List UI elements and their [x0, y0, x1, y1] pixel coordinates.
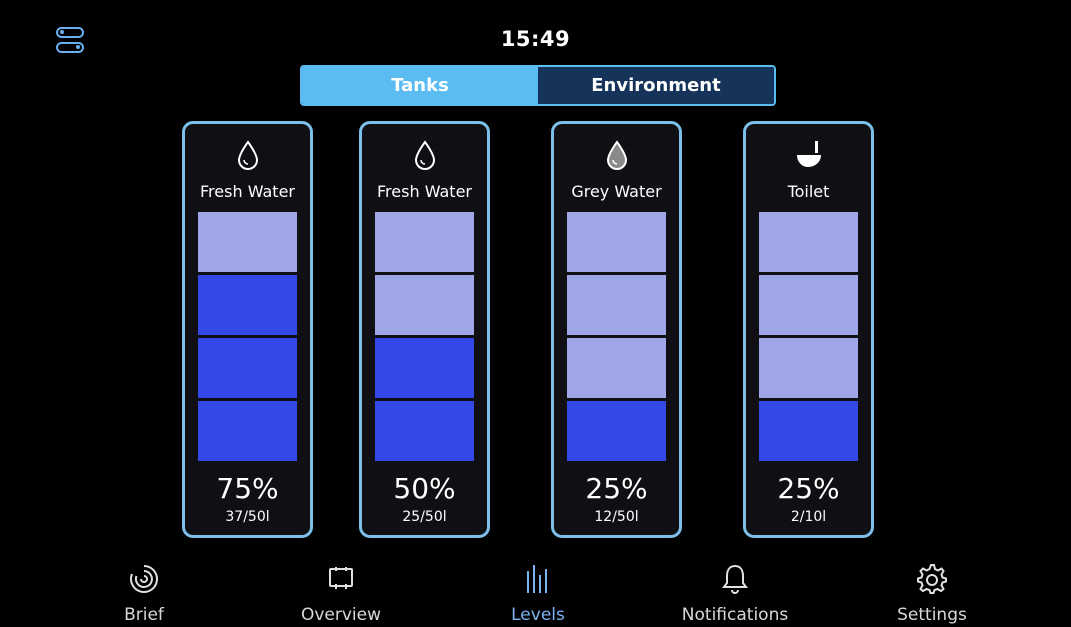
tab-environment[interactable]: Environment — [538, 67, 774, 104]
level-cell-full — [198, 401, 297, 461]
nav-label: Levels — [511, 605, 565, 625]
nav-item-overview[interactable]: Overview — [271, 560, 411, 625]
level-cell-empty — [567, 212, 666, 272]
tank-label: Fresh Water — [200, 182, 295, 201]
tank-percent: 75% — [216, 472, 279, 505]
tank-label: Grey Water — [571, 182, 662, 201]
tab-switcher: Tanks Environment — [300, 65, 776, 106]
tank-amount: 37/50l — [225, 509, 270, 525]
levels-bars-icon — [468, 560, 608, 598]
bottom-nav: Brief Overview Levels — [0, 560, 1071, 627]
nav-item-notifications[interactable]: Notifications — [665, 560, 805, 625]
level-cell-empty — [759, 275, 858, 335]
level-cell-full — [198, 275, 297, 335]
tank-label: Fresh Water — [377, 182, 472, 201]
tank-label: Toilet — [787, 182, 830, 201]
bell-icon — [665, 560, 805, 598]
nav-label: Brief — [124, 605, 164, 625]
water-drop-icon — [362, 140, 487, 170]
nav-item-settings[interactable]: Settings — [862, 560, 1002, 625]
level-cell-empty — [375, 212, 474, 272]
tank-amount: 12/50l — [594, 509, 639, 525]
tank-percent: 50% — [393, 472, 456, 505]
tank-card-fresh-water-2[interactable]: Fresh Water 50% 25/50l — [359, 121, 490, 538]
tab-tanks[interactable]: Tanks — [302, 67, 538, 104]
gear-icon — [862, 560, 1002, 598]
tank-card-grey-water[interactable]: Grey Water 25% 12/50l — [551, 121, 682, 538]
tank-card-toilet[interactable]: Toilet 25% 2/10l — [743, 121, 874, 538]
level-cell-empty — [198, 212, 297, 272]
nav-label: Settings — [897, 605, 967, 625]
level-cell-empty — [759, 338, 858, 398]
overview-screen-icon — [271, 560, 411, 598]
level-cell-full — [375, 338, 474, 398]
clock: 15:49 — [500, 27, 571, 51]
level-cell-empty — [375, 275, 474, 335]
tank-level-gauge — [375, 212, 474, 464]
level-cell-full — [759, 401, 858, 461]
menu-toggle-icon[interactable] — [56, 26, 86, 56]
tank-level-gauge — [759, 212, 858, 464]
water-drop-icon — [185, 140, 310, 170]
tank-amount: 2/10l — [790, 509, 827, 525]
nav-label: Overview — [300, 605, 382, 625]
nav-item-levels[interactable]: Levels — [468, 560, 608, 625]
tank-percent: 25% — [585, 472, 648, 505]
nav-label: Notifications — [681, 605, 789, 625]
tank-level-gauge — [567, 212, 666, 464]
level-cell-empty — [567, 338, 666, 398]
level-cell-full — [375, 401, 474, 461]
level-cell-empty — [567, 275, 666, 335]
tank-level-gauge — [198, 212, 297, 464]
level-cell-full — [198, 338, 297, 398]
toilet-icon — [746, 140, 871, 170]
tank-percent: 25% — [777, 472, 840, 505]
tank-amount: 25/50l — [402, 509, 447, 525]
level-cell-empty — [759, 212, 858, 272]
brief-gauge-icon — [74, 560, 214, 598]
tank-card-fresh-water-1[interactable]: Fresh Water 75% 37/50l — [182, 121, 313, 538]
nav-item-brief[interactable]: Brief — [74, 560, 214, 625]
level-cell-full — [567, 401, 666, 461]
grey-water-drop-icon — [554, 140, 679, 170]
